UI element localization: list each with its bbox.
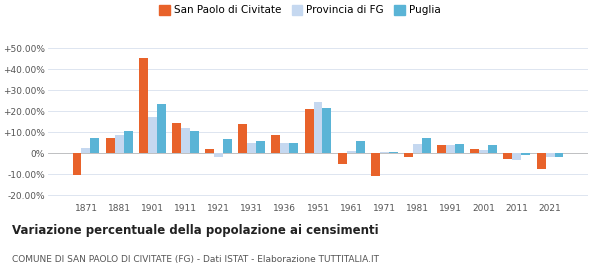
Bar — [521, 153, 530, 155]
Bar — [73, 153, 82, 175]
Bar — [470, 149, 479, 153]
Bar — [503, 153, 512, 158]
Text: Variazione percentuale della popolazione ai censimenti: Variazione percentuale della popolazione… — [12, 224, 379, 237]
Bar — [256, 141, 265, 153]
Bar — [280, 143, 289, 153]
Bar — [223, 139, 232, 153]
Bar — [172, 123, 181, 153]
Bar — [356, 141, 365, 153]
Bar — [536, 153, 545, 169]
Bar — [115, 136, 124, 153]
Bar — [347, 151, 356, 153]
Text: COMUNE DI SAN PAOLO DI CIVITATE (FG) - Dati ISTAT - Elaborazione TUTTITALIA.IT: COMUNE DI SAN PAOLO DI CIVITATE (FG) - D… — [12, 255, 379, 264]
Bar — [479, 150, 488, 153]
Bar — [446, 145, 455, 153]
Bar — [545, 153, 554, 157]
Legend: San Paolo di Civitate, Provincia di FG, Puglia: San Paolo di Civitate, Provincia di FG, … — [160, 5, 440, 15]
Bar — [82, 148, 91, 153]
Bar — [271, 136, 280, 153]
Bar — [214, 153, 223, 157]
Bar — [512, 153, 521, 160]
Bar — [389, 152, 398, 153]
Bar — [106, 137, 115, 153]
Bar — [404, 153, 413, 157]
Bar — [181, 128, 190, 153]
Bar — [422, 137, 431, 153]
Bar — [247, 143, 256, 153]
Bar — [190, 131, 199, 153]
Bar — [314, 102, 322, 153]
Bar — [554, 153, 563, 157]
Bar — [371, 153, 380, 176]
Bar — [413, 144, 422, 153]
Bar — [148, 116, 157, 153]
Bar — [205, 149, 214, 153]
Bar — [380, 152, 389, 153]
Bar — [488, 145, 497, 153]
Bar — [238, 124, 247, 153]
Bar — [289, 143, 298, 153]
Bar — [305, 109, 314, 153]
Bar — [157, 104, 166, 153]
Bar — [437, 145, 446, 153]
Bar — [124, 131, 133, 153]
Bar — [139, 58, 148, 153]
Bar — [322, 108, 331, 153]
Bar — [455, 144, 464, 153]
Bar — [338, 153, 347, 164]
Bar — [91, 137, 100, 153]
